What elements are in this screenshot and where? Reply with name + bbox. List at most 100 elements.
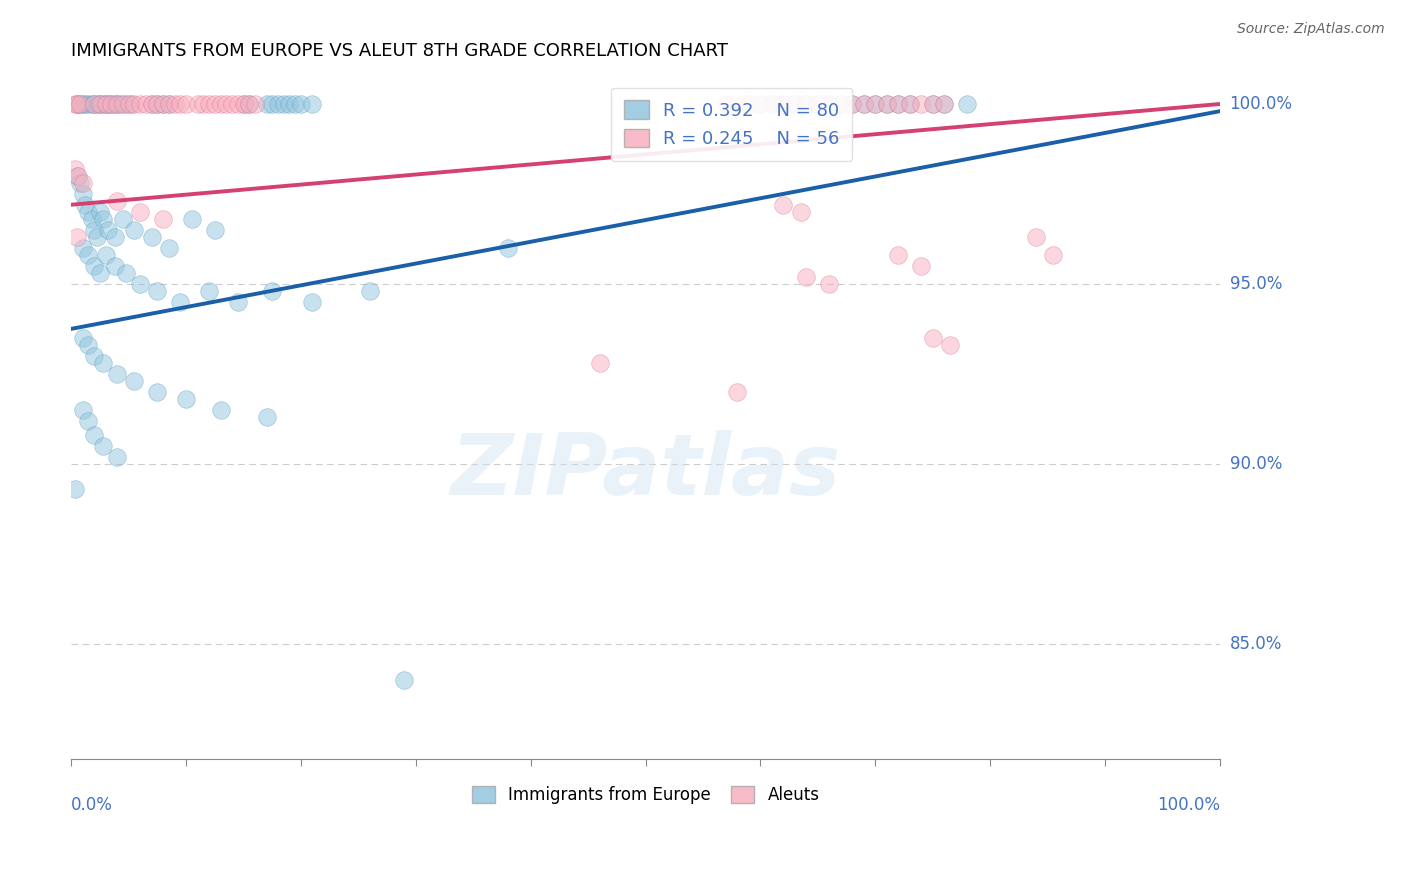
Legend: Immigrants from Europe, Aleuts: Immigrants from Europe, Aleuts bbox=[465, 779, 827, 811]
Point bbox=[956, 97, 979, 112]
Point bbox=[83, 349, 105, 363]
Point bbox=[232, 97, 254, 112]
Point bbox=[146, 284, 169, 298]
Point bbox=[226, 294, 249, 309]
Point bbox=[63, 97, 86, 112]
Point bbox=[83, 97, 105, 112]
Point bbox=[910, 259, 932, 273]
Point bbox=[290, 97, 312, 112]
Point bbox=[783, 97, 806, 112]
Point bbox=[66, 230, 89, 244]
Text: 100.0%: 100.0% bbox=[1157, 797, 1220, 814]
Point bbox=[83, 97, 105, 112]
Point bbox=[725, 384, 748, 399]
Point bbox=[714, 97, 737, 112]
Point bbox=[174, 97, 197, 112]
Point bbox=[89, 97, 111, 112]
Point bbox=[496, 241, 519, 255]
Point bbox=[72, 186, 94, 201]
Point bbox=[921, 331, 943, 345]
Point bbox=[120, 97, 142, 112]
Point bbox=[243, 97, 266, 112]
Point bbox=[204, 97, 226, 112]
Point bbox=[105, 194, 128, 208]
Point bbox=[104, 230, 127, 244]
Point bbox=[278, 97, 301, 112]
Point bbox=[111, 212, 134, 227]
Point bbox=[187, 97, 209, 112]
Point bbox=[93, 356, 115, 370]
Point bbox=[115, 266, 138, 280]
Point bbox=[887, 97, 910, 112]
Text: 0.0%: 0.0% bbox=[72, 797, 112, 814]
Point bbox=[63, 161, 86, 176]
Text: ZIPatlas: ZIPatlas bbox=[450, 430, 841, 513]
Point bbox=[146, 97, 169, 112]
Point bbox=[80, 212, 103, 227]
Point bbox=[129, 277, 152, 291]
Point bbox=[1042, 248, 1064, 262]
Point bbox=[910, 97, 932, 112]
Point bbox=[80, 97, 103, 112]
Point bbox=[157, 97, 180, 112]
Point bbox=[852, 97, 875, 112]
Point bbox=[238, 97, 260, 112]
Point bbox=[796, 97, 818, 112]
Point bbox=[256, 409, 278, 424]
Point bbox=[273, 97, 295, 112]
Point bbox=[898, 97, 921, 112]
Point bbox=[100, 97, 122, 112]
Point bbox=[830, 97, 852, 112]
Point bbox=[174, 392, 197, 406]
Point bbox=[807, 97, 830, 112]
Point bbox=[738, 97, 761, 112]
Point bbox=[72, 176, 94, 190]
Point bbox=[77, 414, 100, 428]
Point bbox=[83, 223, 105, 237]
Point bbox=[157, 241, 180, 255]
Point bbox=[169, 294, 191, 309]
Point bbox=[83, 428, 105, 442]
Point bbox=[830, 97, 852, 112]
Point bbox=[104, 259, 127, 273]
Point bbox=[89, 97, 111, 112]
Point bbox=[124, 97, 146, 112]
Point bbox=[86, 230, 108, 244]
Point bbox=[141, 230, 163, 244]
Point bbox=[135, 97, 157, 112]
Point bbox=[865, 97, 887, 112]
Point bbox=[818, 97, 841, 112]
Point bbox=[73, 198, 96, 212]
Text: Source: ZipAtlas.com: Source: ZipAtlas.com bbox=[1237, 22, 1385, 37]
Point bbox=[118, 97, 141, 112]
Point bbox=[841, 97, 863, 112]
Point bbox=[204, 223, 226, 237]
Point bbox=[111, 97, 134, 112]
Point bbox=[772, 198, 794, 212]
Point bbox=[301, 294, 323, 309]
Point bbox=[749, 97, 772, 112]
Point bbox=[141, 97, 163, 112]
Point bbox=[301, 97, 323, 112]
Text: IMMIGRANTS FROM EUROPE VS ALEUT 8TH GRADE CORRELATION CHART: IMMIGRANTS FROM EUROPE VS ALEUT 8TH GRAD… bbox=[72, 42, 728, 60]
Point bbox=[256, 97, 278, 112]
Point bbox=[749, 97, 772, 112]
Point bbox=[97, 97, 120, 112]
Point bbox=[73, 97, 96, 112]
Point bbox=[761, 97, 783, 112]
Point bbox=[141, 97, 163, 112]
Point bbox=[93, 97, 115, 112]
Point bbox=[93, 439, 115, 453]
Point bbox=[876, 97, 898, 112]
Point bbox=[796, 269, 818, 284]
Point bbox=[77, 338, 100, 352]
Point bbox=[267, 97, 290, 112]
Text: 85.0%: 85.0% bbox=[1230, 634, 1282, 653]
Point bbox=[94, 248, 117, 262]
Point bbox=[83, 259, 105, 273]
Point bbox=[852, 97, 875, 112]
Point bbox=[77, 205, 100, 219]
Point bbox=[100, 97, 122, 112]
Point bbox=[783, 97, 806, 112]
Text: 100.0%: 100.0% bbox=[1230, 95, 1292, 113]
